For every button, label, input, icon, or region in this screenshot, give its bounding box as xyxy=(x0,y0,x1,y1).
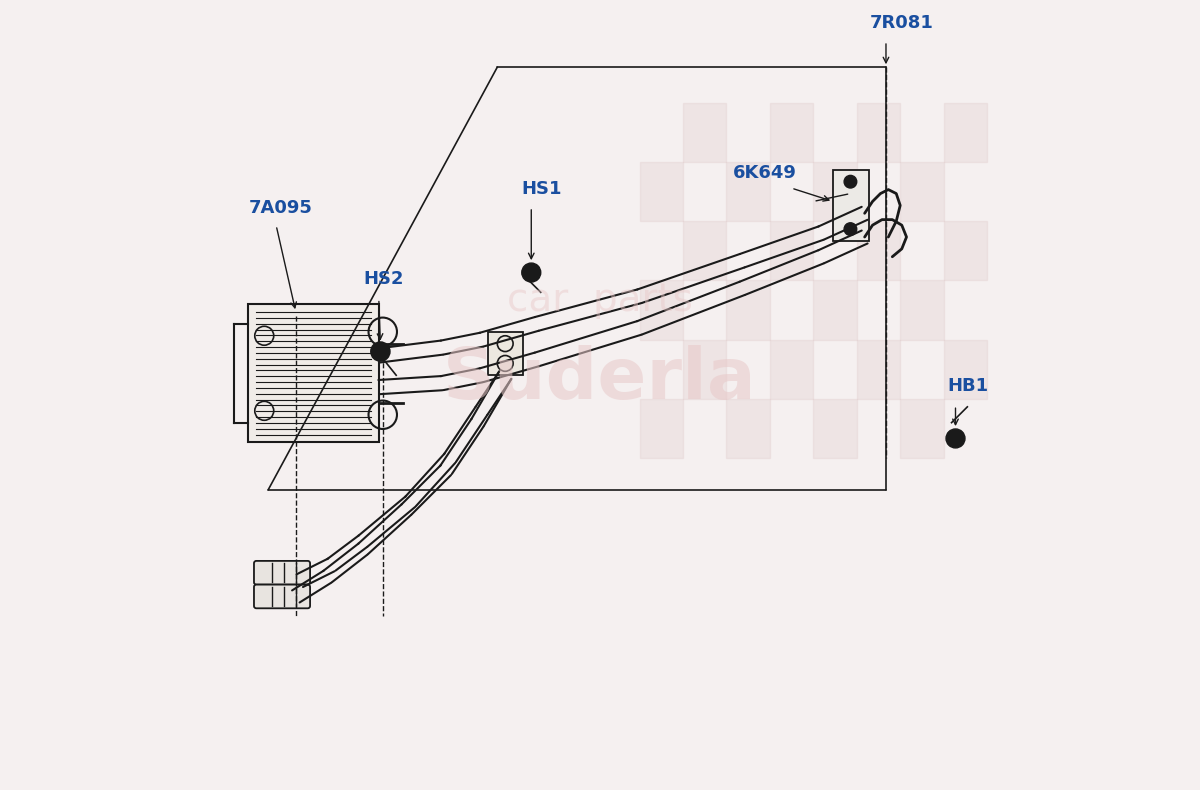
Bar xyxy=(900,162,943,221)
Circle shape xyxy=(844,175,857,188)
Text: Suderla: Suderla xyxy=(443,344,757,414)
Bar xyxy=(943,340,988,399)
Text: HS1: HS1 xyxy=(521,179,562,198)
Bar xyxy=(683,221,726,280)
Bar xyxy=(814,399,857,458)
FancyBboxPatch shape xyxy=(254,585,310,608)
Bar xyxy=(770,221,814,280)
Text: 6K649: 6K649 xyxy=(733,164,797,182)
FancyBboxPatch shape xyxy=(248,304,379,442)
Text: 7R081: 7R081 xyxy=(870,13,934,32)
Bar xyxy=(640,162,683,221)
Circle shape xyxy=(946,429,965,448)
Text: 7A095: 7A095 xyxy=(248,199,312,217)
Bar xyxy=(726,399,770,458)
Bar xyxy=(683,340,726,399)
Bar xyxy=(640,399,683,458)
Bar xyxy=(683,103,726,162)
Text: HS2: HS2 xyxy=(364,270,403,288)
Bar xyxy=(726,162,770,221)
Bar xyxy=(857,221,900,280)
Text: car  parts: car parts xyxy=(508,281,692,319)
Circle shape xyxy=(522,263,541,282)
Bar xyxy=(857,340,900,399)
Bar xyxy=(770,340,814,399)
Bar xyxy=(900,399,943,458)
Bar xyxy=(857,103,900,162)
Bar xyxy=(900,280,943,340)
Bar xyxy=(726,280,770,340)
Text: HB1: HB1 xyxy=(948,377,989,395)
Circle shape xyxy=(844,223,857,235)
Bar xyxy=(770,103,814,162)
Bar xyxy=(943,103,988,162)
FancyBboxPatch shape xyxy=(254,561,310,585)
Bar xyxy=(943,221,988,280)
FancyBboxPatch shape xyxy=(488,332,523,375)
FancyBboxPatch shape xyxy=(833,170,869,241)
Bar xyxy=(814,162,857,221)
Circle shape xyxy=(371,342,390,361)
Bar xyxy=(814,280,857,340)
Bar xyxy=(640,280,683,340)
